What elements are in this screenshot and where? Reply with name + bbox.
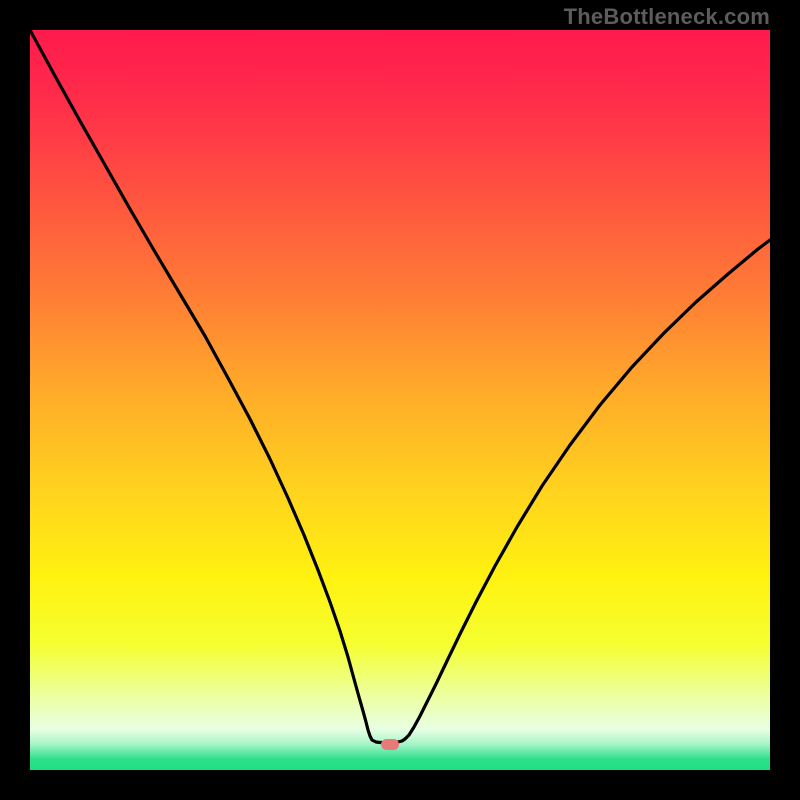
watermark-text: TheBottleneck.com <box>564 4 770 30</box>
plot-area <box>30 30 770 770</box>
chart-wrapper: TheBottleneck.com <box>0 0 800 800</box>
optimal-marker <box>381 739 399 750</box>
bottleneck-chart <box>0 0 800 800</box>
